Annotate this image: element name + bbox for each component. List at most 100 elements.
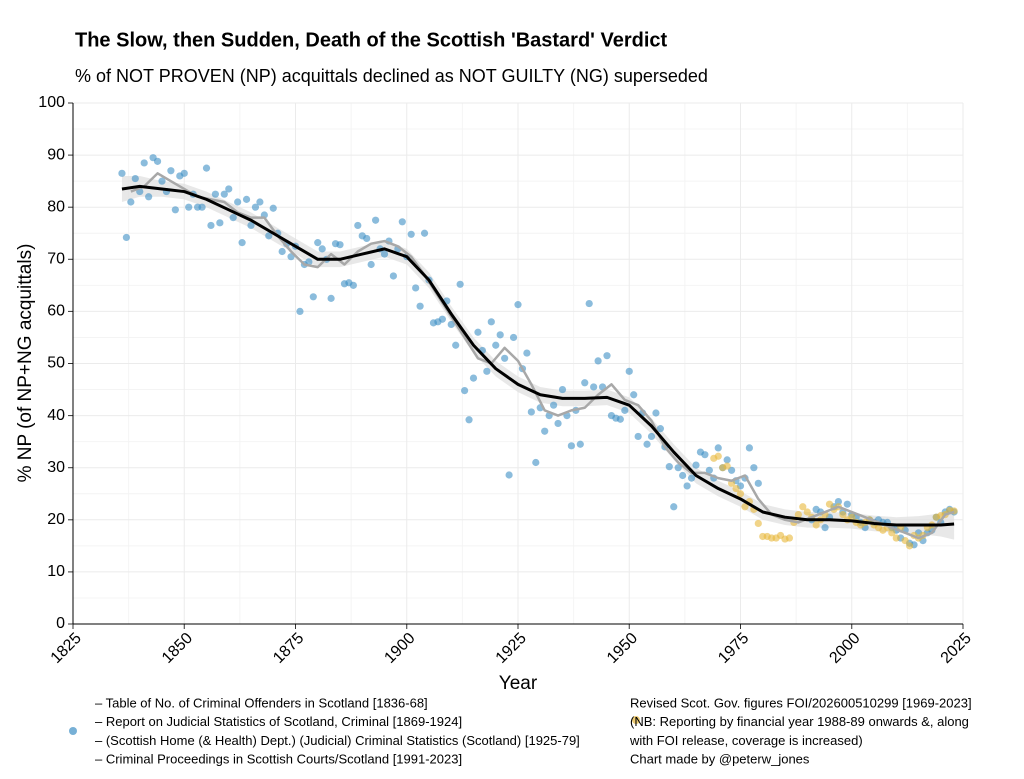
data-point [167, 167, 175, 175]
x-tick-label: 1975 [715, 630, 752, 667]
data-point [202, 164, 211, 172]
data-point [745, 444, 754, 452]
data-point [509, 333, 518, 342]
x-tick-label: 1850 [159, 630, 196, 667]
data-point [416, 302, 424, 310]
data-point [843, 500, 851, 508]
legend-label: – Table of No. of Criminal Offenders in … [95, 695, 428, 710]
data-point [198, 203, 206, 211]
data-point [127, 198, 135, 206]
data-point [234, 198, 242, 206]
data-point [247, 221, 255, 230]
data-point [839, 510, 847, 519]
data-point [674, 464, 682, 472]
data-point [296, 307, 304, 315]
data-point [558, 385, 567, 394]
data-point [420, 229, 429, 237]
data-point [585, 299, 593, 308]
data-point [821, 524, 829, 532]
trend-line [130, 172, 955, 540]
data-point [278, 247, 286, 256]
data-point [741, 503, 749, 511]
data-point [799, 503, 807, 511]
data-point [145, 193, 153, 201]
data-point [469, 374, 478, 382]
data-point [848, 513, 856, 521]
data-point [122, 233, 130, 242]
data-point [185, 203, 193, 211]
data-point [581, 379, 589, 387]
data-point [656, 425, 665, 433]
data-point [398, 218, 406, 226]
data-point [309, 293, 317, 301]
data-point [576, 440, 584, 448]
data-point [447, 320, 455, 329]
data-point [794, 510, 802, 519]
data-point [207, 221, 215, 230]
data-point [372, 216, 380, 224]
y-tick-label: 70 [47, 251, 65, 268]
data-point [603, 352, 611, 360]
data-point [211, 190, 219, 198]
data-point [590, 383, 598, 391]
data-point [554, 419, 562, 428]
data-point [803, 508, 811, 516]
data-point [354, 221, 362, 230]
data-point [438, 315, 446, 323]
data-point [505, 471, 513, 479]
y-tick-label: 60 [47, 303, 65, 320]
data-point [305, 258, 313, 266]
data-point [723, 456, 731, 464]
data-point [363, 234, 371, 243]
data-point [118, 169, 126, 177]
data-point [550, 401, 558, 409]
chart-subtitle: % of NOT PROVEN (NP) acquittals declined… [75, 66, 708, 86]
data-point [171, 206, 179, 214]
data-point [318, 245, 326, 253]
data-point [367, 260, 375, 269]
data-point [492, 341, 500, 349]
data-point [336, 241, 344, 249]
data-point [541, 427, 549, 435]
y-tick-label: 30 [47, 459, 65, 476]
data-point [140, 159, 148, 167]
data-point [153, 157, 162, 165]
data-point [474, 328, 482, 336]
y-axis-title: % NP (of NP+NG acquittals) [15, 244, 36, 483]
y-tick-label: 100 [38, 94, 65, 111]
data-point [242, 195, 251, 203]
data-point [532, 458, 540, 467]
trend-line [121, 184, 955, 527]
data-point [714, 452, 722, 460]
data-point [621, 406, 629, 414]
data-point [256, 198, 264, 206]
data-point [906, 542, 914, 550]
data-point [229, 214, 237, 222]
x-tick-label: 2025 [938, 630, 975, 667]
data-point [625, 367, 633, 375]
data-point [683, 482, 691, 490]
data-point [785, 534, 794, 542]
data-point [567, 442, 576, 450]
data-point [701, 451, 709, 459]
data-point [380, 250, 389, 258]
data-point [216, 219, 224, 227]
data-point [630, 391, 638, 399]
data-point [750, 464, 758, 472]
data-point [389, 272, 397, 280]
data-point [723, 462, 731, 470]
data-point [349, 281, 357, 289]
data-point [456, 280, 464, 288]
legend-label: with FOI release, coverage is increased) [629, 733, 863, 748]
data-point [452, 341, 460, 349]
credit: Chart made by @peterw_jones [630, 751, 810, 766]
data-point [523, 349, 531, 357]
data-point [616, 415, 624, 423]
data-point [501, 354, 509, 362]
data-point [314, 239, 322, 247]
data-point [180, 169, 188, 177]
data-point [269, 204, 277, 212]
data-point [714, 444, 722, 452]
data-point [825, 500, 834, 508]
data-point [487, 318, 495, 326]
